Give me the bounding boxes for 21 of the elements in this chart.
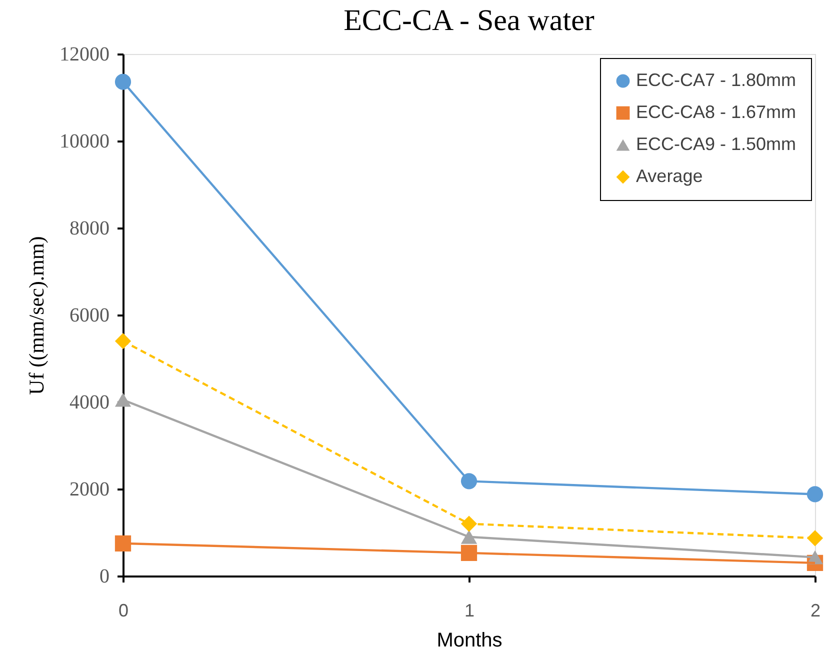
point bbox=[114, 535, 132, 552]
y-tick-label: 6000 bbox=[70, 304, 110, 326]
point bbox=[806, 486, 824, 502]
point bbox=[114, 74, 132, 90]
y-tick-label: 8000 bbox=[70, 218, 110, 240]
x-tick-label: 0 bbox=[118, 600, 129, 620]
y-tick-label: 0 bbox=[100, 566, 110, 588]
legend-label: ECC-CA8 - 1.67mm bbox=[636, 102, 796, 122]
y-tick-label: 2000 bbox=[70, 478, 110, 500]
y-axis-title: Uf ((mm/sec).mm) bbox=[24, 236, 48, 395]
y-tick-label: 12000 bbox=[60, 44, 110, 66]
point bbox=[114, 392, 132, 407]
legend-label: Average bbox=[636, 166, 703, 186]
x-tick-label: 2 bbox=[810, 600, 821, 620]
legend-label: ECC-CA7 - 1.80mm bbox=[636, 70, 796, 90]
x-tick-label: 1 bbox=[464, 600, 475, 620]
chart-title: ECC-CA - Sea water bbox=[344, 4, 594, 37]
y-tick-label: 4000 bbox=[70, 392, 110, 414]
x-axis-title: Months bbox=[436, 630, 502, 652]
legend-label: ECC-CA9 - 1.50mm bbox=[636, 134, 796, 154]
y-tick-label: 10000 bbox=[60, 130, 110, 152]
